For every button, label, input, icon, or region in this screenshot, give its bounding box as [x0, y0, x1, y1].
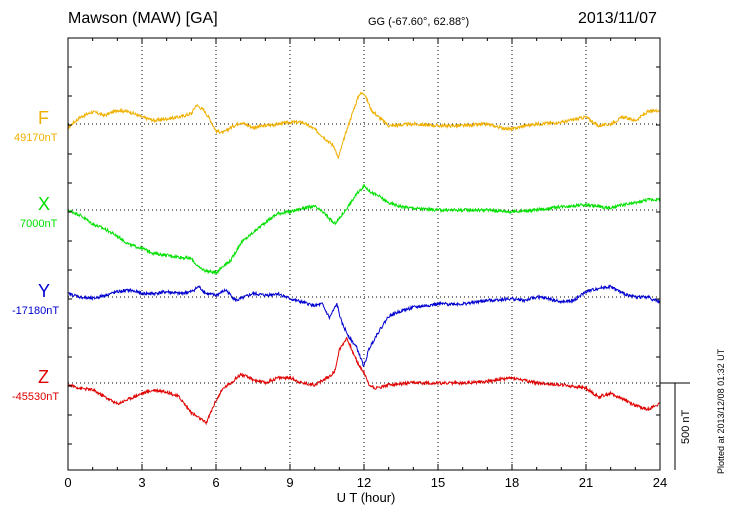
x-axis-label: U T (hour): [337, 490, 396, 505]
x-tick-label: 24: [653, 475, 667, 490]
date-label: 2013/11/07: [578, 10, 657, 27]
baseline-lines: [68, 123, 660, 384]
channel-baseline-y: -17180nT: [12, 305, 60, 317]
scale-label: 500 nT: [680, 409, 692, 444]
series-line-y: [67, 284, 661, 368]
series-line-x: [67, 183, 661, 275]
channel-name-x: X: [38, 194, 51, 214]
station-title: Mawson (MAW) [GA]: [68, 10, 218, 27]
channel-name-f: F: [38, 108, 49, 128]
scale-bar: [660, 382, 690, 470]
plotted-note: Plotted at 2013/12/08 01:32 UT: [716, 348, 726, 474]
channel-name-z: Z: [38, 367, 49, 387]
channel-name-y: Y: [38, 281, 51, 301]
series-line-f: [67, 91, 660, 159]
x-tick-label: 9: [286, 475, 293, 490]
x-tick-label: 21: [579, 475, 593, 490]
x-tick-label: 12: [357, 475, 371, 490]
x-tick-label: 3: [138, 475, 145, 490]
grid-lines: [141, 38, 587, 470]
data-series: [67, 91, 661, 426]
x-tick-label: 0: [64, 475, 71, 490]
x-tick-label: 6: [212, 475, 219, 490]
channel-baseline-x: 7000nT: [20, 218, 58, 230]
x-tick-label: 18: [505, 475, 519, 490]
coordinates: GG (-67.60°, 62.88°): [368, 16, 470, 28]
channel-baseline-f: 49170nT: [14, 132, 58, 144]
channel-baseline-z: -45530nT: [12, 391, 60, 403]
x-tick-label: 15: [431, 475, 445, 490]
axis-ticks: 0 3 6 9 12 15 18 21 24: [64, 38, 667, 490]
series-line-z: [67, 337, 661, 426]
